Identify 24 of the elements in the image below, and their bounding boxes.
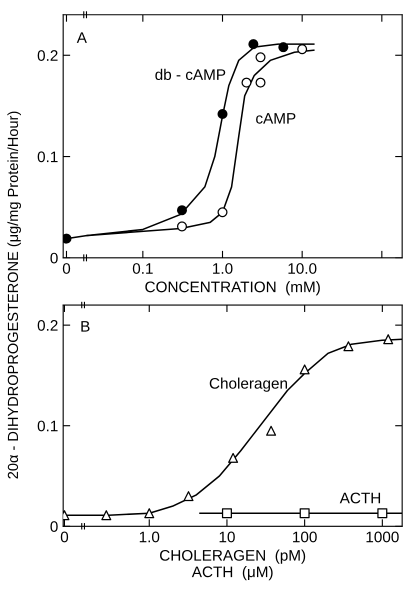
x-tick-label: 0.1: [132, 263, 153, 274]
y-tick-label: 0.1: [38, 151, 58, 162]
series-label: Choleragen: [210, 378, 287, 392]
x-tick-label: 1.0: [140, 532, 160, 542]
x-tick-label: 10.0: [288, 263, 316, 274]
y-tick-label: 0: [50, 252, 58, 264]
series-label: cAMP: [256, 113, 296, 124]
y-axis-title: 20α - DIHYDROPROGESTERONE (μg/mg Protein/Hour): [7, 112, 21, 479]
y-tick-label: 0.2: [38, 320, 58, 331]
x-tick-label: 10: [220, 532, 235, 542]
y-tick-label: 0.2: [38, 50, 58, 61]
y-tick-label: 0: [50, 521, 58, 532]
annotation: A: [76, 32, 87, 43]
x-axis-title: CONCENTRATION (mM): [145, 281, 320, 296]
x-tick-label: 0: [62, 263, 70, 274]
series-label: db - cAMP: [155, 68, 226, 80]
x-tick-label: 1000: [366, 532, 399, 542]
x-tick-label: 100: [293, 532, 317, 542]
series-label: ACTH: [340, 492, 380, 504]
annotation: B: [81, 321, 90, 332]
x-tick-label: 1.0: [213, 263, 233, 274]
x-axis-title: CHOLERAGEN (pM) ACTH (μM): [160, 550, 306, 580]
y-tick-label: 0.1: [38, 420, 58, 432]
x-tick-label: 0: [60, 532, 68, 542]
